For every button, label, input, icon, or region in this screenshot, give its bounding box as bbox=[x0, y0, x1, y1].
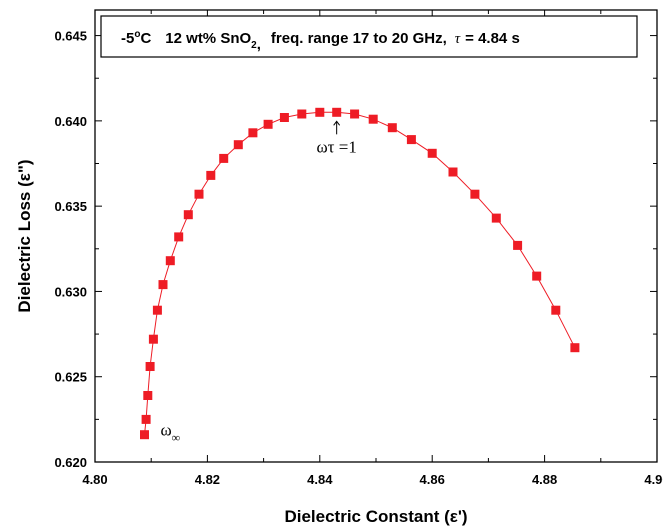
legend-frame bbox=[100, 15, 638, 58]
data-point bbox=[368, 114, 378, 124]
y-axis-ticks: 0.620 0.625 0.630 0.635 0.640 0.645 bbox=[54, 29, 657, 470]
data-point bbox=[332, 107, 342, 117]
data-point bbox=[297, 109, 307, 119]
peak-arrowhead bbox=[333, 120, 341, 126]
x-axis-title: Dielectric Constant (ε') bbox=[284, 507, 467, 526]
data-point bbox=[158, 280, 168, 290]
data-point bbox=[143, 391, 153, 400]
data-point bbox=[350, 109, 360, 119]
data-point bbox=[248, 128, 258, 138]
y-tick-label: 0.625 bbox=[54, 370, 87, 385]
data-point bbox=[570, 343, 580, 353]
data-point bbox=[183, 210, 193, 220]
data-point bbox=[279, 113, 289, 122]
data-point bbox=[233, 140, 243, 150]
omega-infinity-label: ω∞ bbox=[160, 421, 180, 445]
data-points bbox=[140, 107, 580, 440]
y-tick-label: 0.630 bbox=[54, 284, 87, 299]
data-point bbox=[513, 240, 523, 250]
peak-label: ωτ =1 bbox=[316, 137, 356, 156]
y-tick-label: 0.640 bbox=[54, 114, 87, 129]
peak-annotation: ωτ =1 bbox=[316, 120, 357, 156]
legend-composition-tail: , bbox=[257, 36, 261, 53]
data-point bbox=[194, 189, 204, 199]
legend-temp-value: -5 bbox=[121, 30, 134, 47]
legend-tau-symbol: τ bbox=[455, 31, 461, 47]
y-tick-label: 0.620 bbox=[54, 455, 87, 470]
data-point bbox=[532, 271, 542, 281]
omega-symbol: ω bbox=[160, 421, 171, 440]
y-tick-label: 0.635 bbox=[54, 199, 87, 214]
series-line bbox=[144, 111, 576, 435]
omega-infinity-annotation: ω∞ bbox=[160, 421, 180, 445]
legend-box: -5oC 12 wt% SnO2, freq. range 17 to 20 GHz… bbox=[100, 15, 638, 58]
data-point bbox=[315, 107, 325, 117]
legend-tau-value: = 4.84 s bbox=[465, 30, 520, 47]
data-point bbox=[448, 167, 458, 177]
data-point bbox=[141, 414, 151, 424]
data-point bbox=[263, 119, 273, 129]
infinity-subscript: ∞ bbox=[172, 431, 181, 445]
legend-composition-sub: 2 bbox=[251, 40, 257, 51]
data-point bbox=[165, 256, 175, 266]
legend-freq: freq. range 17 to 20 GHz, bbox=[271, 30, 447, 47]
x-tick-label: 4.90 bbox=[644, 472, 663, 487]
y-axis-title: Dielectric Loss (ε") bbox=[15, 159, 34, 312]
data-point bbox=[491, 213, 501, 223]
data-point bbox=[206, 170, 216, 180]
x-axis-ticks: 4.80 4.82 4.84 4.86 4.88 4.90 bbox=[82, 10, 663, 487]
data-point bbox=[219, 153, 229, 163]
x-tick-label: 4.84 bbox=[307, 472, 333, 487]
legend-composition: 12 wt% SnO bbox=[165, 30, 251, 47]
legend-degree: o bbox=[134, 29, 140, 40]
x-tick-label: 4.88 bbox=[532, 472, 557, 487]
x-tick-label: 4.82 bbox=[195, 472, 220, 487]
data-point bbox=[470, 189, 480, 199]
data-point bbox=[148, 334, 158, 344]
data-point bbox=[145, 362, 155, 371]
data-point bbox=[551, 305, 561, 315]
data-point bbox=[152, 305, 162, 315]
y-tick-label: 0.645 bbox=[54, 29, 87, 44]
legend-line: -5oC 12 wt% SnO2, freq. range 17 to 20 GHz… bbox=[121, 29, 520, 53]
data-point bbox=[174, 232, 184, 242]
data-point bbox=[406, 135, 416, 145]
data-point bbox=[387, 123, 397, 133]
data-point bbox=[140, 430, 149, 440]
x-tick-label: 4.80 bbox=[82, 472, 107, 487]
data-point bbox=[427, 148, 437, 158]
legend-temp-unit: C bbox=[140, 30, 151, 47]
x-tick-label: 4.86 bbox=[420, 472, 445, 487]
